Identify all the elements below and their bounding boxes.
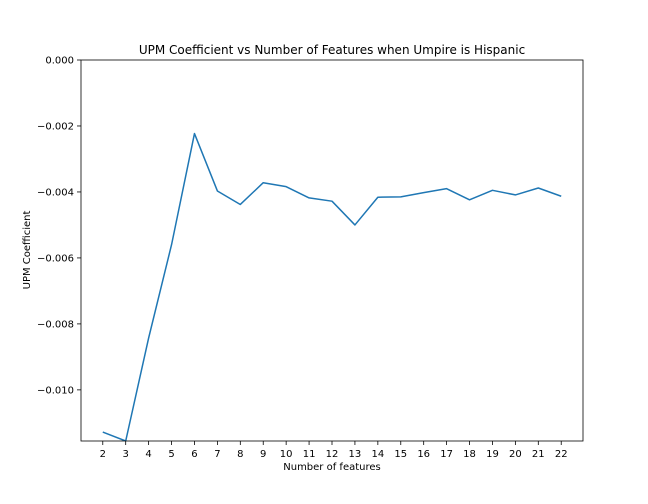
x-tick-label: 11 [303,449,316,460]
x-axis-label: Number of features [283,462,380,473]
x-tick-label: 2 [100,449,106,460]
x-tick-label: 8 [237,449,243,460]
x-tick-label: 7 [214,449,220,460]
plot-area: 0.000 −0.002 −0.004 −0.006 −0.008 −0.010 2 3 4 5 6… [37,56,584,460]
x-tick-label: 4 [145,449,151,460]
chart-title: UPM Coefficient vs Number of Features wh… [139,43,525,57]
x-tick-label: 5 [168,449,174,460]
x-tick-label: 20 [509,449,522,460]
x-tick-label: 10 [280,449,293,460]
x-tick-label: 6 [191,449,197,460]
y-tick-label: −0.008 [37,319,74,330]
y-tick-label: −0.004 [37,187,74,198]
x-tick-label: 14 [371,449,384,460]
y-tick-label: 0.000 [45,56,74,67]
series-line [102,132,562,441]
x-tick-label: 18 [463,449,476,460]
y-tick-label: −0.010 [37,385,74,396]
y-tick-label: −0.006 [37,253,74,264]
x-tick-label: 22 [555,449,568,460]
x-tick-label: 21 [532,449,545,460]
y-axis-label: UPM Coefficient [22,211,33,290]
x-tick-label: 12 [326,449,339,460]
y-tick-label: −0.002 [37,121,74,132]
x-tick-label: 17 [440,449,453,460]
x-tick-label: 19 [486,449,499,460]
axes-frame [80,59,584,442]
x-tick-label: 13 [349,449,362,460]
x-tick-label: 9 [260,449,266,460]
x-tick-label: 3 [123,449,129,460]
x-tick-label: 16 [417,449,430,460]
x-tick-label: 15 [394,449,407,460]
